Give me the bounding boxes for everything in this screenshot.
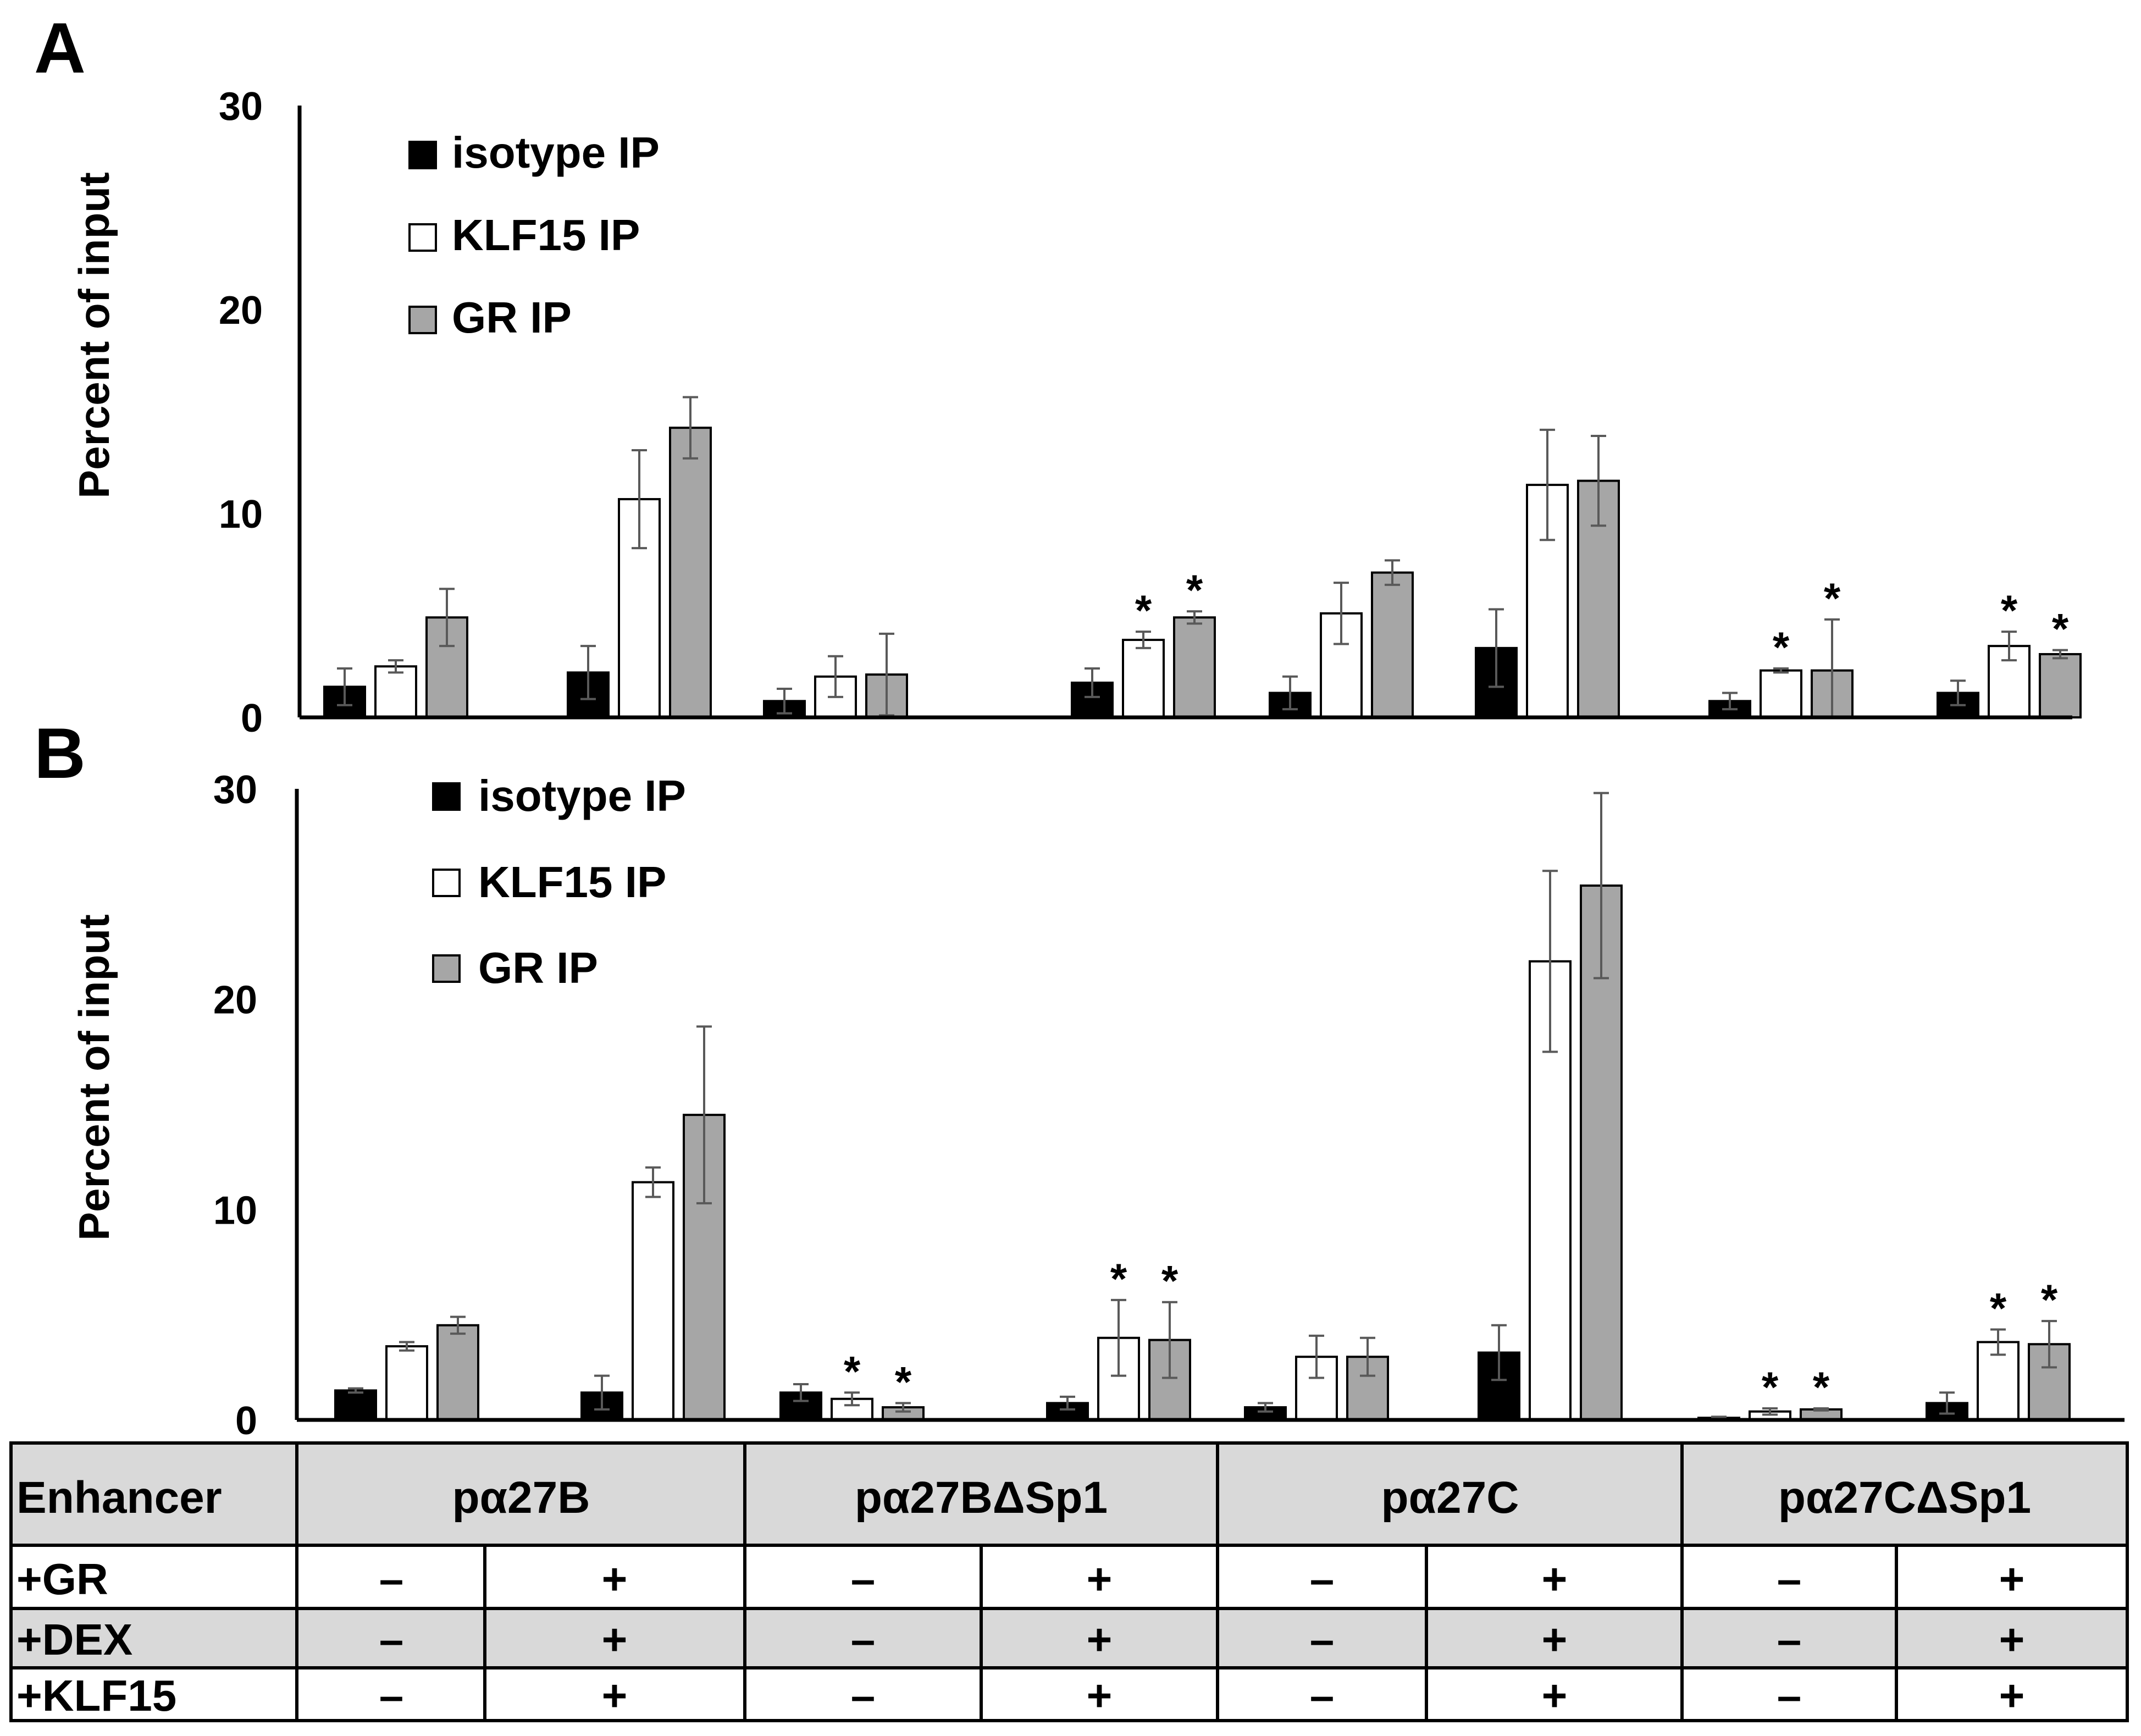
panel-b-label: B [34,713,86,793]
table-cell: – [1777,1615,1802,1664]
panel-b: B Percent of input 0 10 20 30 * * * * * * * * isot… [34,713,2125,1443]
table-header-bg [11,1443,2127,1545]
table-cell: – [1777,1671,1802,1720]
significance-star: * [2001,586,2018,634]
table-cell: + [1542,1615,1568,1664]
table-cell: – [1777,1555,1802,1604]
panel-b-y-ticks: 0 10 20 30 [213,768,257,1443]
significance-star: * [1161,1257,1179,1305]
panel-b-legend: isotype IP KLF15 IP GR IP [432,771,686,992]
panel-a-significance: * * * * * * [1135,566,2069,671]
significance-star: * [1773,623,1790,671]
table-cell: + [602,1555,628,1604]
significance-star: * [1813,1363,1830,1411]
legend-swatch-isotype [432,782,461,811]
panel-a-ylabel: Percent of input [70,172,118,499]
panel-a-label: A [34,8,86,88]
enhancer-label: pα27CΔSp1 [1778,1473,2031,1523]
table-row-label: +GR [16,1555,108,1604]
table-row-dex-bg [11,1608,2127,1668]
significance-star: * [1186,566,1203,614]
y-tick-label: 30 [219,85,263,129]
bar [1173,616,1216,718]
y-tick-label: 0 [241,696,263,740]
bar [632,1181,674,1421]
legend-label-isotype: isotype IP [452,128,660,177]
significance-star: * [2041,1275,2058,1324]
table-row-label: +KLF15 [16,1671,176,1720]
panel-b-ylabel: Percent of input [70,914,118,1241]
significance-star: * [1762,1363,1779,1411]
bar [669,427,712,718]
significance-star: * [1135,586,1152,634]
legend-label-klf15: KLF15 IP [478,858,666,906]
table-cell: + [1542,1555,1568,1604]
panel-a-error-bars [337,396,2068,718]
table-cell: + [602,1671,628,1720]
table-row-label: +DEX [16,1615,132,1664]
table-cell: + [1087,1671,1113,1720]
table-cell: – [379,1615,404,1664]
table-border [9,1441,2129,1722]
legend-label-isotype: isotype IP [478,771,686,820]
bar [1760,669,1802,719]
significance-star: * [1990,1284,2007,1332]
bar [1071,681,1114,719]
y-tick-label: 10 [219,493,263,537]
significance-star: * [844,1347,861,1395]
panel-b-error-bars [348,792,2057,1420]
table-cell: + [1087,1615,1113,1664]
table-cell: + [1999,1555,2025,1604]
enhancer-label: pα27C [1381,1473,1519,1523]
legend-label-klf15: KLF15 IP [452,211,640,259]
panel-a: A Percent of input 0 10 20 30 * * * * * * isotyp… [34,8,2082,740]
y-tick-label: 10 [213,1188,257,1232]
enhancer-label: pα27BΔSp1 [855,1473,1108,1523]
y-tick-label: 30 [213,768,257,812]
legend-swatch-klf15 [408,223,437,252]
table-cell: + [1087,1555,1113,1604]
table-cell: – [379,1671,404,1720]
significance-star: * [1824,574,1841,622]
legend-swatch-gr [432,954,461,983]
condition-table: Enhancer pα27B pα27BΔSp1 pα27C pα27CΔSp1… [9,1441,2129,1722]
bar [425,616,468,718]
bar [374,665,417,718]
enhancer-label: pα27B [452,1473,590,1523]
legend-label-gr: GR IP [452,293,572,342]
table-cell: – [851,1555,876,1604]
table-cell: – [1310,1555,1335,1604]
table-cell: + [602,1615,628,1664]
y-tick-label: 0 [235,1399,257,1443]
panel-a-legend: isotype IP KLF15 IP GR IP [408,128,660,342]
legend-swatch-isotype [408,141,437,169]
table-cell: – [851,1671,876,1720]
legend-swatch-klf15 [432,869,461,897]
y-tick-label: 20 [219,289,263,333]
panel-b-significance: * * * * * * * * [844,1254,2058,1411]
bar [2039,653,2082,718]
bar [334,1389,377,1422]
significance-star: * [895,1357,912,1406]
bar [385,1345,428,1421]
bar [1371,571,1414,718]
bar [1122,639,1165,719]
significance-star: * [2052,605,2069,653]
table-cell: – [1310,1671,1335,1720]
bar [436,1324,479,1422]
y-tick-label: 20 [213,978,257,1022]
table-cell: – [851,1615,876,1664]
table-cell: – [379,1555,404,1604]
legend-label-gr: GR IP [478,943,598,992]
legend-swatch-gr [408,306,437,334]
table-cell: + [1542,1671,1568,1720]
table-condition-rows: +GR – + – + – + – + +DEX – + – + – + – + +KLF15 – + – + – + – + [16,1555,2024,1720]
panel-a-y-ticks: 0 10 20 30 [219,85,263,740]
table-cell: – [1310,1615,1335,1664]
table-cell: + [1999,1615,2025,1664]
table-cell: + [1999,1671,2025,1720]
significance-star: * [1110,1254,1127,1303]
table-row-header: Enhancer [16,1473,222,1523]
